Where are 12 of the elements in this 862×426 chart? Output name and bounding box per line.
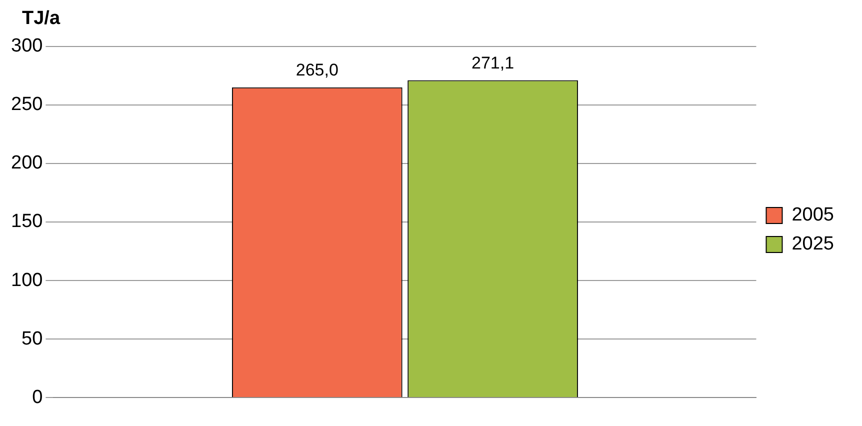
legend-label: 2025 bbox=[792, 234, 834, 255]
y-tick-label: 300 bbox=[11, 36, 43, 57]
y-axis-title: TJ/a bbox=[22, 8, 62, 31]
y-tick-label: 100 bbox=[11, 270, 43, 291]
data-label: 271,1 bbox=[472, 53, 514, 72]
y-tick-label: 150 bbox=[11, 211, 43, 232]
y-tick-label: 250 bbox=[11, 94, 43, 116]
y-tick-label: 50 bbox=[22, 328, 43, 350]
data-label: 265,0 bbox=[296, 60, 338, 80]
y-tick-label: 0 bbox=[32, 386, 43, 408]
y-tick-label: 200 bbox=[11, 152, 43, 174]
legend-label: 2005 bbox=[792, 204, 834, 226]
